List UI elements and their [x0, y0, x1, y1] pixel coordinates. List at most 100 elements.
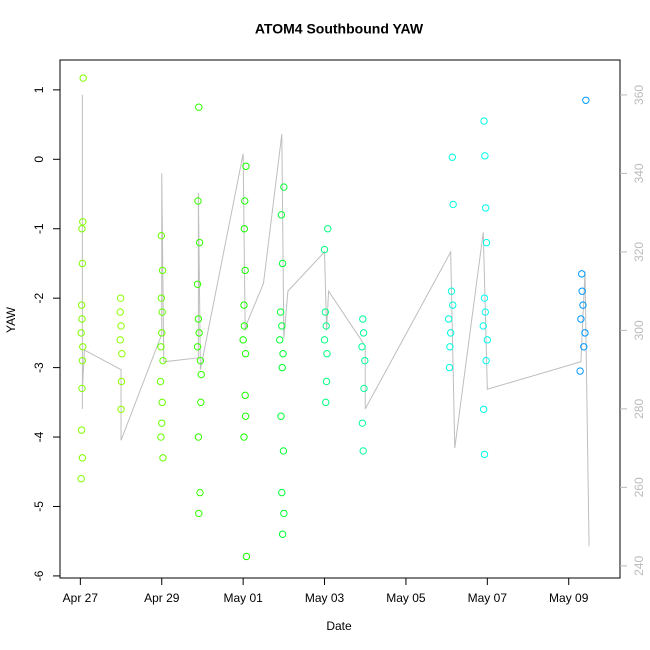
point — [358, 343, 366, 351]
point — [321, 308, 330, 316]
point — [577, 315, 585, 323]
point — [276, 308, 285, 316]
point — [196, 488, 204, 497]
y2-tick-label: 260 — [632, 477, 646, 497]
x-tick-label: May 03 — [305, 591, 345, 605]
x-tick-label: May 07 — [468, 591, 508, 605]
x-tick-label: May 09 — [549, 591, 589, 605]
point — [278, 322, 286, 330]
point — [479, 405, 488, 413]
y-tick-label: -2 — [32, 293, 46, 304]
point — [158, 329, 166, 337]
point — [116, 336, 124, 344]
x-tick-label: Apr 27 — [63, 591, 99, 605]
point — [361, 356, 369, 365]
point — [157, 231, 166, 240]
point — [193, 343, 202, 351]
y2-tick-label: 360 — [632, 85, 646, 105]
x-tick-label: May 01 — [223, 591, 263, 605]
point — [580, 343, 588, 351]
point — [359, 329, 368, 337]
point — [278, 363, 286, 372]
point — [278, 488, 286, 497]
point — [117, 322, 125, 330]
point — [158, 419, 166, 427]
y-tick-label: -5 — [32, 501, 46, 512]
point — [446, 329, 455, 337]
point — [241, 197, 249, 205]
point — [481, 204, 490, 212]
point — [77, 426, 86, 434]
x-axis-label: Date — [326, 619, 352, 633]
y-tick-label: -1 — [32, 223, 46, 234]
point — [196, 356, 205, 365]
point — [193, 280, 202, 288]
point — [195, 238, 204, 247]
point — [579, 301, 587, 309]
point — [158, 398, 166, 407]
point — [239, 336, 247, 344]
point — [197, 370, 205, 379]
point — [276, 336, 284, 344]
y-tick-label: 0 — [32, 156, 46, 163]
point — [279, 350, 287, 358]
point — [240, 225, 249, 233]
point — [483, 336, 492, 344]
point — [449, 301, 457, 309]
point — [280, 509, 288, 518]
point — [159, 454, 167, 462]
point — [359, 315, 367, 323]
y2-tick-label: 240 — [632, 556, 646, 576]
point — [241, 412, 250, 420]
point — [320, 245, 329, 254]
point — [447, 287, 456, 295]
y-tick-label: -6 — [32, 570, 46, 581]
point — [324, 225, 332, 233]
point — [445, 363, 454, 372]
point — [156, 377, 165, 386]
point — [78, 315, 86, 323]
point — [78, 454, 87, 462]
point — [480, 294, 489, 302]
point — [241, 350, 250, 358]
point — [278, 259, 287, 268]
y2-tick-label: 280 — [632, 399, 646, 419]
y2-tick-label: 300 — [632, 320, 646, 340]
point — [482, 356, 490, 365]
point — [322, 398, 330, 407]
point — [117, 405, 125, 413]
chart-title: ATOM4 Southbound YAW — [255, 21, 424, 37]
point — [77, 301, 86, 309]
point — [578, 270, 586, 278]
point — [78, 356, 87, 365]
point — [117, 377, 126, 386]
point — [322, 322, 330, 330]
point — [78, 259, 87, 268]
point — [449, 200, 457, 209]
point — [79, 74, 87, 82]
point — [448, 153, 457, 161]
y-axis-label: YAW — [4, 306, 18, 333]
point — [277, 211, 286, 219]
point — [157, 294, 166, 302]
point — [320, 336, 329, 344]
point — [480, 117, 488, 125]
point — [360, 384, 368, 393]
point — [78, 225, 86, 233]
point — [116, 294, 125, 302]
point — [195, 509, 203, 518]
point — [359, 447, 367, 455]
x-tick-label: May 05 — [386, 591, 426, 605]
point — [194, 433, 203, 441]
point — [157, 433, 165, 441]
point — [480, 450, 489, 459]
point — [242, 552, 251, 561]
point — [358, 419, 367, 427]
point — [481, 308, 489, 316]
point — [194, 197, 202, 205]
y2-tick-label: 340 — [632, 163, 646, 183]
point — [242, 162, 250, 170]
y2-line — [81, 94, 590, 547]
point — [446, 343, 454, 351]
